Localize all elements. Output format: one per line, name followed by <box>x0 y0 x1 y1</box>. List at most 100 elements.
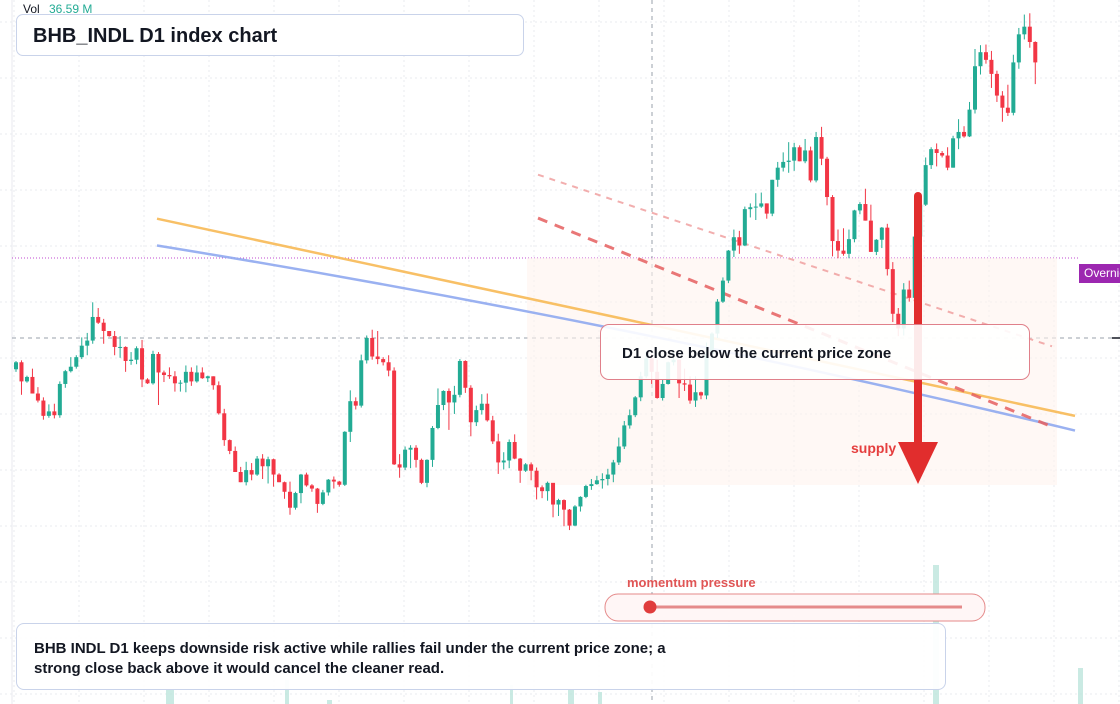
candle-body <box>68 366 73 372</box>
candle-body <box>172 376 177 384</box>
candle-body <box>688 384 693 401</box>
candle-body <box>726 250 731 281</box>
candle-body <box>452 394 457 403</box>
candle-body <box>616 446 621 463</box>
candle-body <box>562 500 566 510</box>
candle-body <box>282 482 287 492</box>
candle-body <box>775 167 780 180</box>
candle-body <box>830 197 835 242</box>
candle-body <box>973 66 977 110</box>
candle-body <box>764 203 769 214</box>
candle-body <box>857 204 862 211</box>
volume-bar <box>285 680 289 704</box>
candle-body <box>342 431 347 485</box>
candle-body <box>578 496 583 507</box>
candle-body <box>655 371 660 398</box>
candle-body <box>145 379 150 384</box>
candle-body <box>414 447 419 460</box>
candle-body <box>819 137 824 159</box>
candle-body <box>304 474 309 486</box>
candle-body <box>994 73 999 96</box>
candle-body <box>129 359 134 361</box>
candle-body <box>896 313 901 329</box>
candle-body <box>523 464 528 471</box>
candle-body <box>419 459 424 483</box>
candle-body <box>200 372 205 379</box>
candle-body <box>594 480 599 485</box>
candle-body <box>277 474 282 483</box>
candle-body <box>929 149 934 166</box>
candle-body <box>298 474 303 494</box>
candle-body <box>107 331 112 337</box>
overnight-price-tag[interactable]: Overnight <box>1079 264 1120 283</box>
candle-body <box>556 500 561 505</box>
candle-body <box>315 488 320 504</box>
candle-body <box>874 239 879 252</box>
candle-body <box>731 237 736 251</box>
candle-body <box>24 376 29 382</box>
candle-body <box>737 237 742 246</box>
candle-body <box>309 485 314 489</box>
candle-body <box>786 160 791 162</box>
candle-body <box>353 401 358 406</box>
candle-body <box>227 440 232 451</box>
candle-body <box>101 322 106 331</box>
candle-body <box>293 493 298 508</box>
candle-body <box>622 425 627 447</box>
candle-body <box>156 353 161 373</box>
price-zone-callout-text: D1 close below the current price zone <box>622 345 892 362</box>
chart-title: BHB_INDL D1 index chart <box>33 25 278 47</box>
volume-bar <box>327 700 332 704</box>
candle-body <box>989 59 994 74</box>
candle-body <box>868 220 873 252</box>
candle-body <box>605 474 610 480</box>
candle-body <box>320 492 325 504</box>
candle-body <box>1005 107 1010 113</box>
candle-body <box>435 405 440 428</box>
candle-body <box>255 458 260 475</box>
channel-lower-line <box>537 216 1053 429</box>
candle-body <box>446 390 451 403</box>
candle-body <box>890 269 895 314</box>
candle-body <box>660 383 665 398</box>
candle-body <box>633 397 638 416</box>
candle-body <box>288 491 292 508</box>
candle-body <box>266 459 271 467</box>
candle-body <box>96 316 101 323</box>
candle-body <box>753 206 758 208</box>
candle-body <box>814 137 819 181</box>
candle-body <box>123 346 128 361</box>
candle-body <box>720 280 725 302</box>
volume-bar <box>568 690 574 704</box>
supply-label: supply <box>851 440 897 456</box>
candle-body <box>879 227 884 240</box>
candle-body <box>441 390 446 406</box>
candle-body <box>1000 95 1005 108</box>
candle-body <box>792 147 797 161</box>
candle-body <box>1011 62 1016 113</box>
candle-body <box>85 340 90 346</box>
candle-body <box>167 375 172 377</box>
candle-body <box>742 209 747 246</box>
candle-body <box>611 462 616 475</box>
candle-body <box>233 450 238 472</box>
candle-body <box>885 227 890 270</box>
candle-body <box>682 383 687 385</box>
candle-body <box>945 155 950 168</box>
volume-bar <box>598 692 602 704</box>
candle-body <box>216 385 221 414</box>
summary-card: BHB INDL D1 keeps downside risk active w… <box>16 623 946 690</box>
candle-body <box>501 460 506 463</box>
candle-body <box>583 486 588 497</box>
candle-body <box>118 346 123 348</box>
candle-body <box>30 376 35 394</box>
candle-body <box>260 458 265 467</box>
volume-bar <box>166 690 174 704</box>
candle-body <box>161 372 166 376</box>
candle-body <box>529 464 534 471</box>
candle-body <box>46 411 51 416</box>
candle-body <box>863 204 868 221</box>
candle-body <box>14 362 18 370</box>
candle-body <box>425 459 429 483</box>
candle-body <box>967 109 972 137</box>
